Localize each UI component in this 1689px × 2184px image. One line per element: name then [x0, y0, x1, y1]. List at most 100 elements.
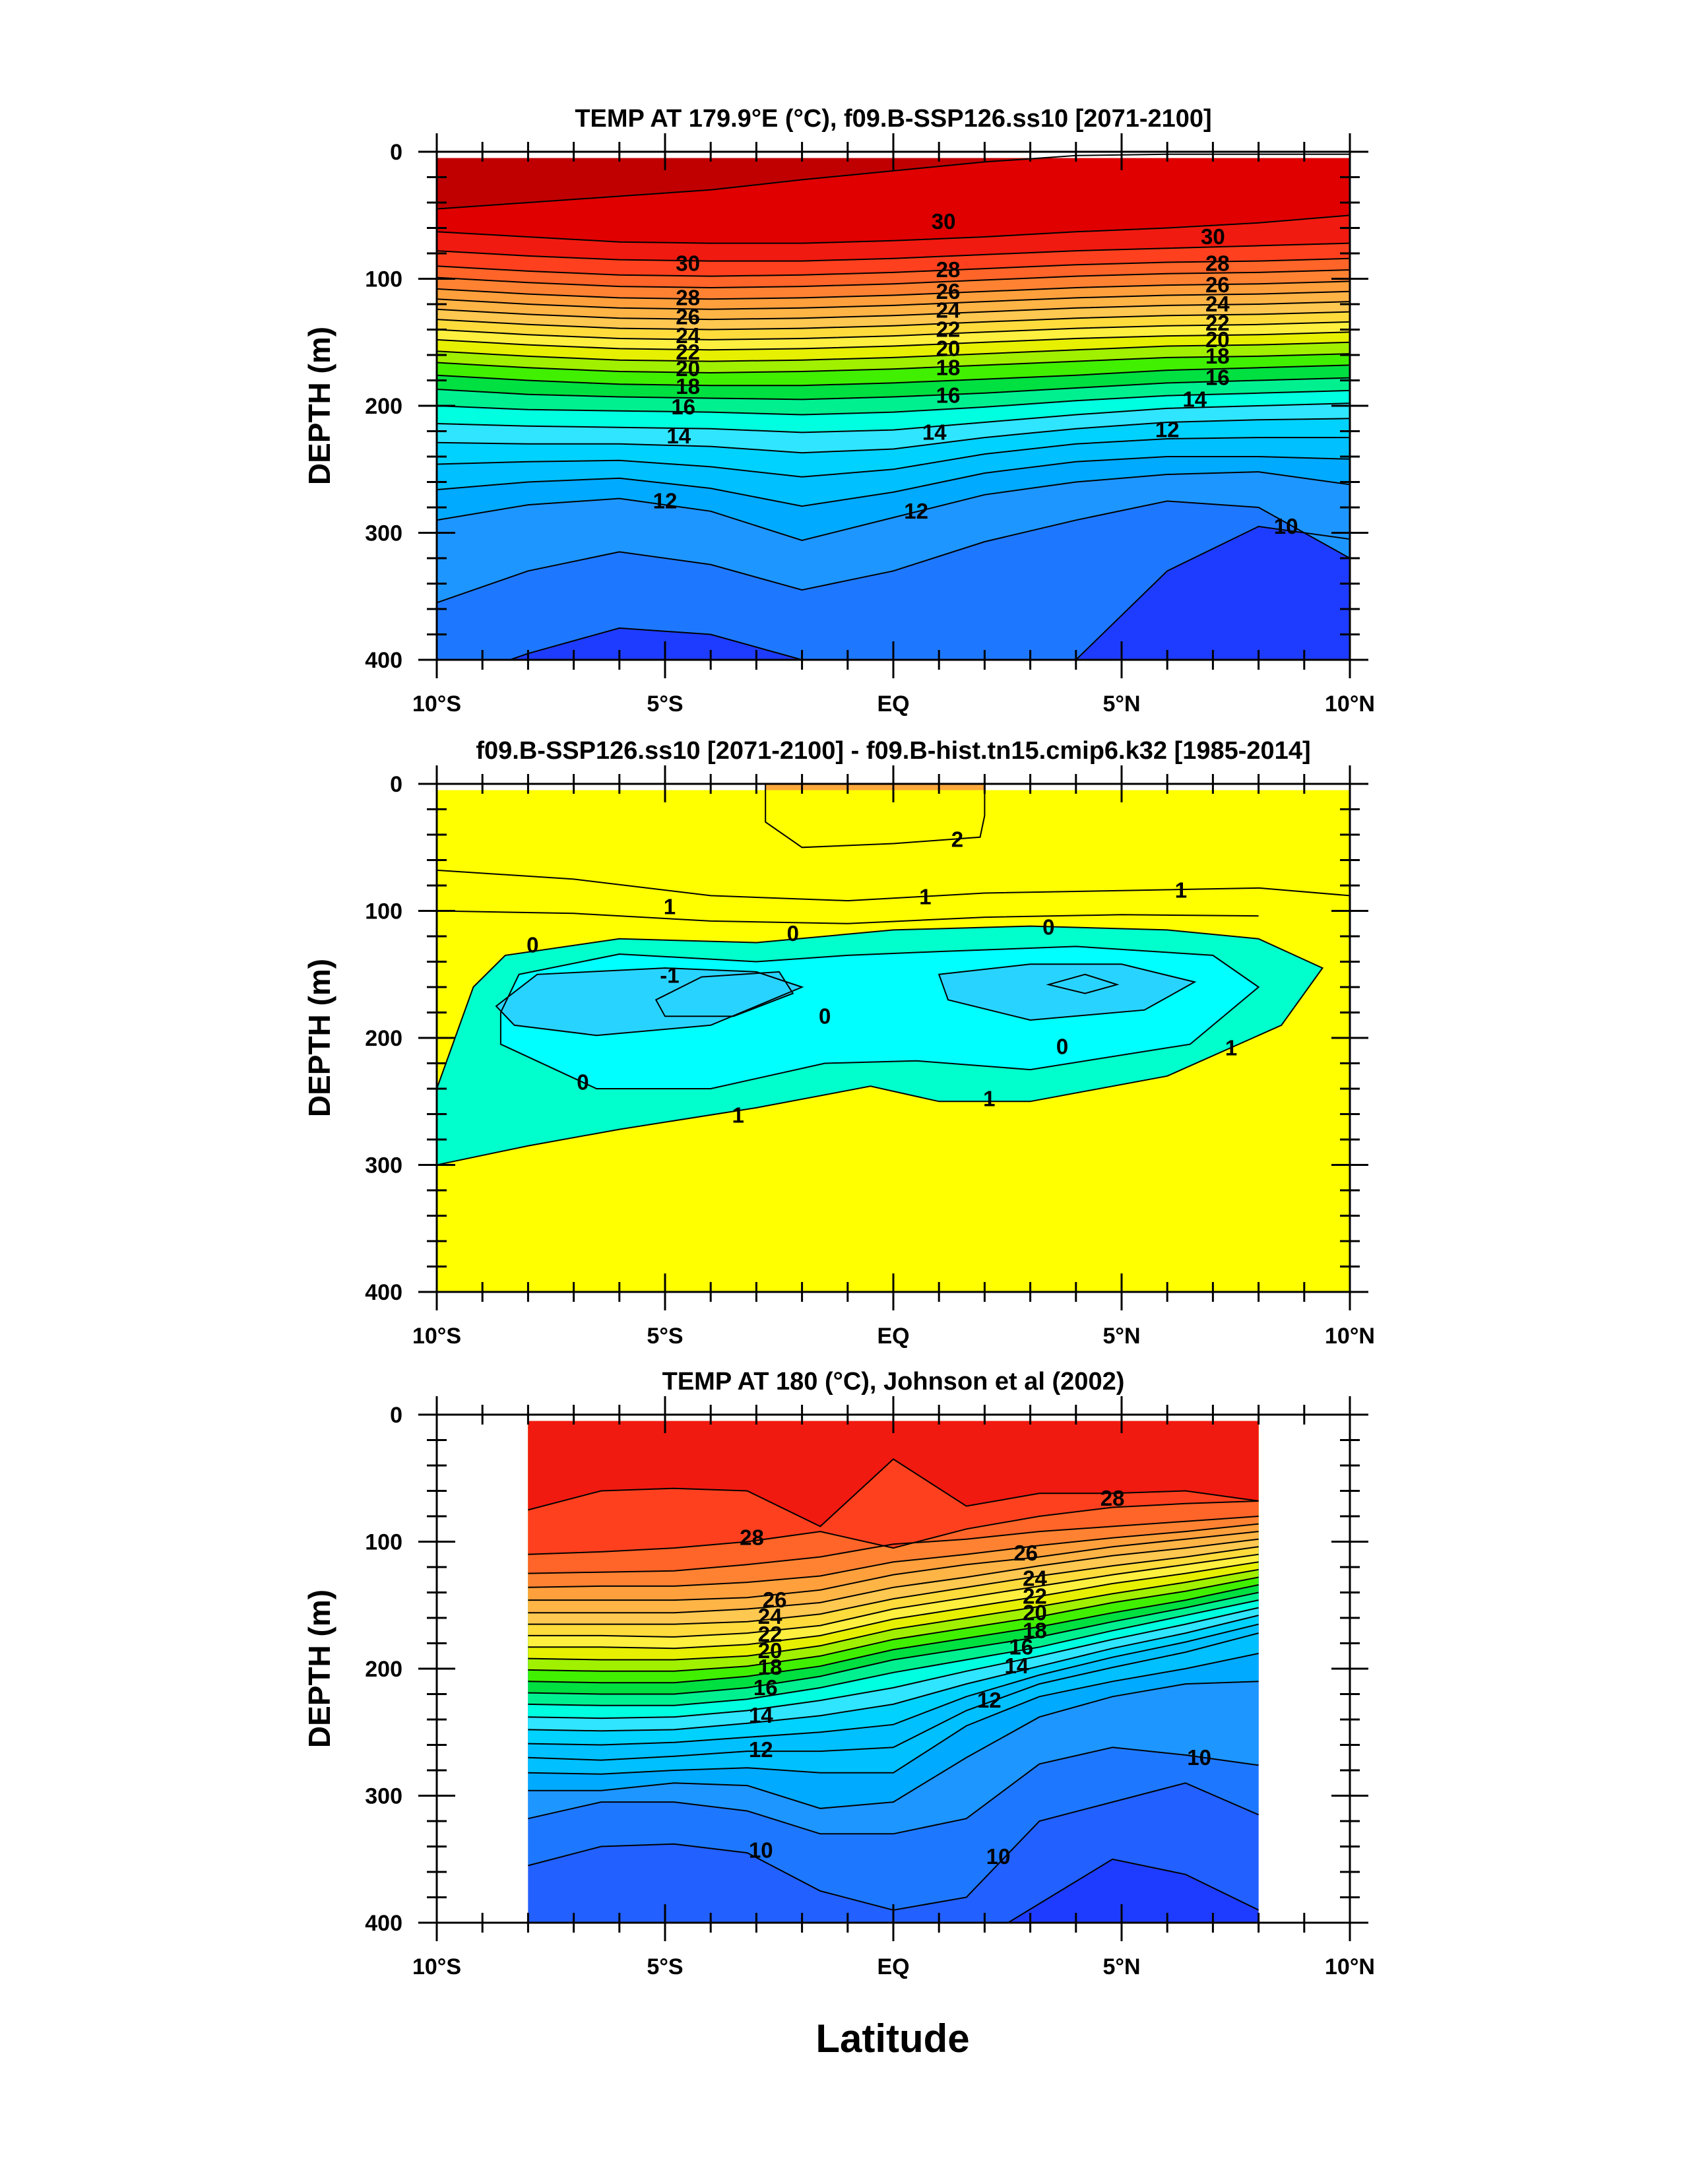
isotherm-25 — [528, 1531, 1259, 1601]
contour-line-m0p8 — [938, 963, 1197, 1021]
contour-label: 10 — [1274, 514, 1298, 538]
contour-label: 1 — [732, 1103, 744, 1127]
panel-title: f09.B-SSP126.ss10 [2071-2100] - f09.B-hi… — [476, 737, 1310, 765]
y-tick-label: 300 — [365, 1153, 402, 1178]
contour-label: 14 — [1004, 1654, 1029, 1678]
y-tick-label: 0 — [390, 140, 402, 165]
y-tick-label: 100 — [365, 1530, 402, 1555]
isotherm-21 — [437, 331, 1350, 351]
x-tick-label: 10°N — [1325, 691, 1375, 717]
contour-label: 28 — [936, 257, 961, 282]
y-axis-label: DEPTH (m) — [302, 959, 336, 1117]
isotherm-23 — [437, 311, 1350, 331]
isotherm-27 — [528, 1516, 1259, 1574]
contour-label: 14 — [922, 420, 947, 444]
x-tick-label: EQ — [877, 691, 909, 717]
isotherm-24 — [437, 301, 1350, 321]
contour-field — [437, 153, 1350, 660]
contour-label: 24 — [758, 1604, 782, 1628]
contour-label: 12 — [1155, 418, 1180, 442]
isotherm-23 — [528, 1546, 1259, 1625]
isotherm-24 — [528, 1538, 1259, 1614]
isotherm-16 — [437, 389, 1350, 416]
contour-line-0 — [437, 925, 1324, 1166]
contour-label: 12 — [904, 499, 928, 523]
isotherm-31 — [437, 153, 1350, 210]
y-tick-label: 100 — [365, 267, 402, 292]
contour-label: 14 — [1182, 387, 1207, 411]
contour-line-m1 — [654, 971, 794, 1017]
contour-label: 16 — [1009, 1634, 1033, 1659]
isotherm-14 — [437, 418, 1350, 454]
contour-label: 12 — [977, 1688, 1002, 1712]
fill-region-0p5 — [437, 790, 1350, 924]
contour-label: 10 — [986, 1844, 1011, 1869]
contour-label: 20 — [1023, 1600, 1047, 1624]
contour-label: 18 — [1205, 344, 1230, 368]
contour-line-m1p2 — [1046, 973, 1120, 994]
contour-label: 26 — [676, 304, 700, 329]
isotherm-10p5 — [437, 500, 1350, 604]
contour-label: 14 — [749, 1703, 773, 1727]
isotherm-20 — [437, 341, 1350, 362]
contour-label: 24 — [936, 298, 961, 323]
contour-label: 30 — [932, 209, 956, 234]
isotherm-29 — [528, 1458, 1259, 1527]
x-tick-label: 5°S — [647, 1324, 683, 1349]
contour-label: 16 — [753, 1675, 778, 1700]
isotherm-22 — [437, 321, 1350, 340]
contour-label: 14 — [666, 424, 691, 448]
y-tick-label: 300 — [365, 1784, 402, 1809]
x-tick-label: 5°N — [1102, 1954, 1140, 1979]
contour-label: 26 — [1013, 1541, 1038, 1565]
x-tick-label: 10°N — [1325, 1324, 1375, 1349]
y-tick-label: 200 — [365, 1657, 402, 1682]
isotherm-26 — [528, 1523, 1259, 1588]
isotherm-19 — [437, 353, 1350, 374]
x-axis-label: Latitude — [815, 2016, 969, 2061]
isotherm-13 — [528, 1623, 1259, 1746]
contour-label: 30 — [1201, 224, 1225, 249]
contour-line-m0p8 — [495, 967, 804, 1037]
x-tick-label: 10°S — [412, 1954, 461, 1979]
x-tick-label: 5°S — [647, 1954, 683, 1979]
isotherm-25 — [437, 290, 1350, 310]
contour-line-m0p5 — [499, 946, 1260, 1089]
x-tick-label: 5°S — [647, 691, 683, 717]
contour-label: 24 — [1205, 292, 1230, 316]
isotherm-27 — [437, 269, 1350, 289]
fill-above-31 — [437, 158, 1350, 209]
isotherm-14 — [528, 1615, 1259, 1732]
isotherm-9p5 — [740, 1858, 1259, 1923]
y-axis-label: DEPTH (m) — [302, 327, 336, 485]
contour-label: 0 — [787, 921, 799, 946]
contour-label: 22 — [1023, 1584, 1047, 1608]
panel-title: TEMP AT 179.9°E (°C), f09.B-SSP126.ss10 … — [575, 105, 1211, 133]
isotherm-16 — [528, 1599, 1259, 1706]
panel-title: TEMP AT 180 (°C), Johnson et al (2002) — [662, 1368, 1125, 1396]
contour-label: 1 — [919, 884, 931, 909]
contour-label: 1 — [664, 895, 676, 919]
x-tick-label: 10°N — [1325, 1954, 1375, 1979]
isotherm-15 — [528, 1607, 1259, 1719]
isotherm-12 — [437, 456, 1350, 507]
contour-label: 18 — [936, 355, 961, 379]
fill-above-29 — [528, 1421, 1259, 1527]
y-tick-label: 400 — [365, 1911, 402, 1936]
isotherm-10 — [507, 525, 1350, 660]
isotherm-20 — [528, 1568, 1259, 1661]
y-tick-label: 400 — [365, 1280, 402, 1305]
isotherm-11p5 — [528, 1652, 1259, 1775]
isotherm-15 — [437, 402, 1350, 434]
contour-label: 28 — [740, 1526, 764, 1550]
contour-label: 26 — [936, 279, 961, 304]
contour-label: 16 — [936, 383, 961, 408]
isotherm-12 — [528, 1632, 1259, 1761]
contour-label: 20 — [758, 1638, 782, 1663]
contour-label: 1 — [1225, 1035, 1237, 1060]
isotherm-29 — [437, 242, 1350, 262]
contour-label: 20 — [936, 336, 961, 360]
